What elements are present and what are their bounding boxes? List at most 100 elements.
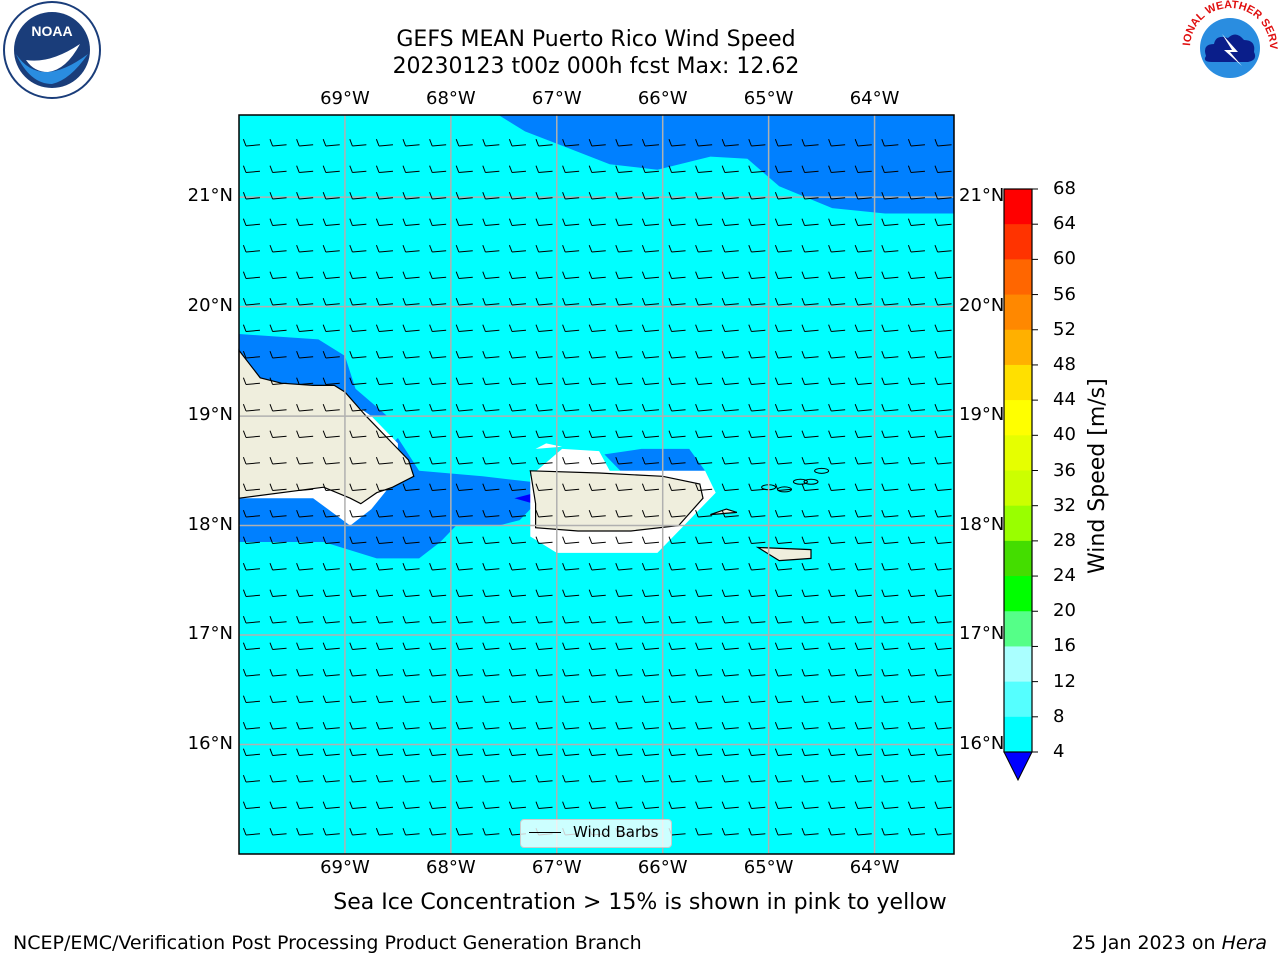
wind-barb [269, 139, 287, 147]
wind-barb [934, 828, 952, 836]
wind-barb [269, 801, 287, 809]
wind-barb [375, 245, 393, 253]
wind-barb [535, 801, 553, 809]
wind-barb [429, 589, 447, 597]
wind-barb [242, 430, 260, 438]
noaa-logo-text: NOAA [31, 23, 72, 39]
wind-barbs [242, 139, 952, 836]
wind-barb [322, 828, 340, 836]
wind-barb [482, 139, 500, 147]
wind-barb [801, 828, 819, 836]
wind-barb [907, 801, 925, 809]
wind-barb [375, 218, 393, 226]
wind-barb [668, 669, 686, 677]
wind-barb [801, 510, 819, 518]
wind-barb [668, 457, 686, 465]
wind-barb [269, 404, 287, 412]
wind-barb [508, 536, 526, 544]
wind-barb [535, 695, 553, 703]
wind-barb [695, 616, 713, 624]
masked-area [535, 443, 563, 449]
wind-barb [375, 377, 393, 385]
wind-barb [641, 192, 659, 200]
wind-barb [854, 748, 872, 756]
wind-barb [269, 457, 287, 465]
wind-barb [482, 457, 500, 465]
lon-label-bottom: 69°W [320, 857, 370, 878]
wind-barb [269, 430, 287, 438]
wind-barb [349, 430, 367, 438]
wind-barb [748, 430, 766, 438]
wind-barb [269, 218, 287, 226]
wind-barb [588, 139, 606, 147]
small-island [792, 478, 808, 485]
lon-label-bottom: 66°W [637, 857, 688, 878]
wind-barb [881, 775, 899, 783]
wind-barb [349, 589, 367, 597]
wind-barb [429, 430, 447, 438]
wind-barb [828, 218, 846, 226]
wind-barb [854, 271, 872, 279]
wind-barb [402, 695, 420, 703]
wind-barb [721, 139, 739, 147]
wind-barb [429, 536, 447, 544]
wind-barb [907, 828, 925, 836]
wind-barb [721, 748, 739, 756]
wind-barb [455, 801, 473, 809]
wind-barb [721, 616, 739, 624]
wind-barb [828, 563, 846, 571]
wind-barb [881, 801, 899, 809]
wind-barb [668, 139, 686, 147]
colorbar-tick-label: 68 [1053, 178, 1076, 199]
wind-barb [721, 642, 739, 650]
wind-barb [668, 404, 686, 412]
lon-label-top: 67°W [531, 88, 582, 109]
wind-barb [242, 245, 260, 253]
wind-barb [296, 351, 314, 359]
wind-barb [695, 377, 713, 385]
wind-barb [588, 165, 606, 173]
wind-barb [854, 245, 872, 253]
wind-barb [322, 165, 340, 173]
lon-label-bottom: 65°W [743, 857, 794, 878]
wind-barb [801, 430, 819, 438]
wind-barb [535, 404, 553, 412]
wind-barb [242, 192, 260, 200]
wind-barb [482, 536, 500, 544]
wind-barb [934, 722, 952, 730]
wind-barb [375, 748, 393, 756]
wind-barb [615, 139, 633, 147]
wind-barb [695, 430, 713, 438]
wind-barb [402, 430, 420, 438]
wind-barb [269, 536, 287, 544]
wind-barb [562, 616, 580, 624]
wind-barb [721, 589, 739, 597]
colorbar-tick-label: 20 [1053, 600, 1076, 622]
wind-barb [296, 192, 314, 200]
wind-barb [322, 722, 340, 730]
wind-barb [828, 801, 846, 809]
wind-barb [535, 271, 553, 279]
wind-barb [881, 192, 899, 200]
wind-barb [455, 298, 473, 306]
wind-barb [455, 616, 473, 624]
wind-barb [748, 192, 766, 200]
wind-barb [828, 616, 846, 624]
wind-barb [375, 828, 393, 836]
wind-barb [881, 298, 899, 306]
wind-barb [296, 616, 314, 624]
wind-barb [429, 404, 447, 412]
wind-barb [854, 457, 872, 465]
wind-barb [828, 483, 846, 491]
wind-barb [748, 695, 766, 703]
wind-barb [429, 722, 447, 730]
wind-barb [455, 775, 473, 783]
wind-barb [482, 192, 500, 200]
wind-barb [349, 695, 367, 703]
wind-barb [402, 536, 420, 544]
wind-barb [375, 404, 393, 412]
wind-barb [296, 377, 314, 385]
wind-barb [455, 245, 473, 253]
nws-logo: NATIONAL WEATHER SERVICE [1172, 0, 1279, 92]
